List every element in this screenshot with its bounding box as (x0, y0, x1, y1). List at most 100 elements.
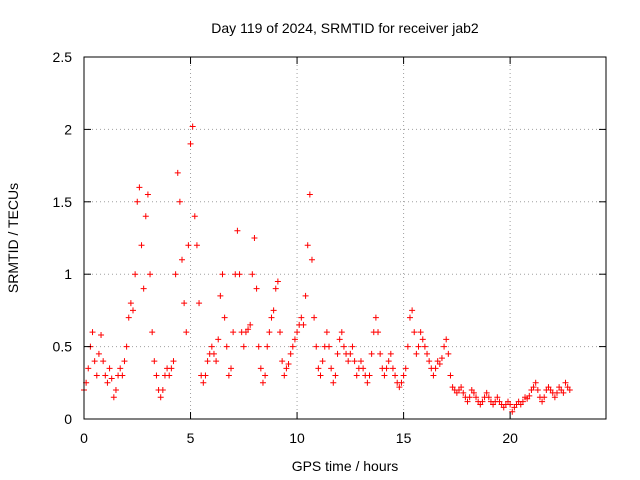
data-point (353, 372, 360, 379)
data-point (443, 336, 450, 343)
data-point (183, 329, 190, 336)
data-point (436, 360, 443, 367)
data-point (372, 314, 379, 321)
x-tick-label: 10 (289, 430, 305, 446)
data-point (274, 278, 281, 285)
chart-title: Day 119 of 2024, SRMTID for receiver jab… (211, 20, 479, 36)
data-point (196, 300, 203, 307)
data-point (560, 389, 567, 396)
data-point (551, 394, 558, 401)
data-point (366, 372, 373, 379)
data-point (230, 329, 237, 336)
data-point (458, 384, 465, 391)
data-point (389, 365, 396, 372)
data-point (266, 329, 273, 336)
data-point (368, 350, 375, 357)
data-point (138, 242, 145, 249)
data-point (187, 140, 194, 147)
data-point (174, 169, 181, 176)
data-point (236, 271, 243, 278)
data-point (315, 365, 322, 372)
data-point (406, 314, 413, 321)
data-point (534, 387, 541, 394)
x-tick-label: 20 (502, 430, 518, 446)
data-point (398, 379, 405, 386)
data-point (136, 184, 143, 191)
data-point (409, 307, 416, 314)
data-point (566, 387, 573, 394)
data-point (123, 343, 130, 350)
data-point (385, 358, 392, 365)
data-point (106, 365, 113, 372)
data-point (411, 329, 418, 336)
data-point (85, 365, 92, 372)
data-point (132, 271, 139, 278)
data-point (217, 292, 224, 299)
data-point (460, 389, 467, 396)
y-tick-label: 2 (64, 121, 72, 137)
data-point (168, 365, 175, 372)
data-point (210, 350, 217, 357)
data-point (130, 307, 137, 314)
data-point (479, 398, 486, 405)
data-point (419, 336, 426, 343)
data-point (530, 384, 537, 391)
data-point (144, 191, 151, 198)
data-point (421, 343, 428, 350)
data-point (562, 379, 569, 386)
data-point (289, 343, 296, 350)
data-point (240, 343, 247, 350)
data-point (98, 332, 105, 339)
data-point (172, 271, 179, 278)
data-point (326, 343, 333, 350)
data-point (526, 392, 533, 399)
data-point (345, 358, 352, 365)
data-point (291, 336, 298, 343)
data-point (234, 227, 241, 234)
x-tick-label: 15 (396, 430, 412, 446)
x-axis-label: GPS time / hours (292, 458, 399, 474)
data-point (127, 300, 134, 307)
data-point (375, 329, 382, 336)
data-point (336, 336, 343, 343)
data-point (417, 329, 424, 336)
data-point (383, 365, 390, 372)
data-point (311, 314, 318, 321)
data-point (255, 343, 262, 350)
data-point (541, 394, 548, 401)
data-point (264, 343, 271, 350)
data-point (424, 350, 431, 357)
data-point (93, 372, 100, 379)
data-point (313, 343, 320, 350)
data-point (225, 372, 232, 379)
data-point (404, 343, 411, 350)
data-point (121, 358, 128, 365)
y-tick-label: 2.5 (53, 49, 73, 65)
data-point (181, 300, 188, 307)
data-point (204, 358, 211, 365)
data-point (185, 242, 192, 249)
data-point (509, 408, 516, 415)
data-point (208, 343, 215, 350)
data-point (193, 242, 200, 249)
data-point (360, 365, 367, 372)
data-point (334, 350, 341, 357)
data-point (430, 372, 437, 379)
data-point (202, 372, 209, 379)
x-tick-label: 5 (187, 430, 195, 446)
data-point (223, 343, 230, 350)
data-point (349, 343, 356, 350)
data-point (432, 365, 439, 372)
data-point (287, 350, 294, 357)
data-point (553, 389, 560, 396)
data-point (149, 329, 156, 336)
data-point (249, 271, 256, 278)
data-point (441, 343, 448, 350)
data-point (332, 372, 339, 379)
data-point (104, 379, 111, 386)
data-point (494, 394, 501, 401)
data-point (464, 398, 471, 405)
data-point (364, 379, 371, 386)
